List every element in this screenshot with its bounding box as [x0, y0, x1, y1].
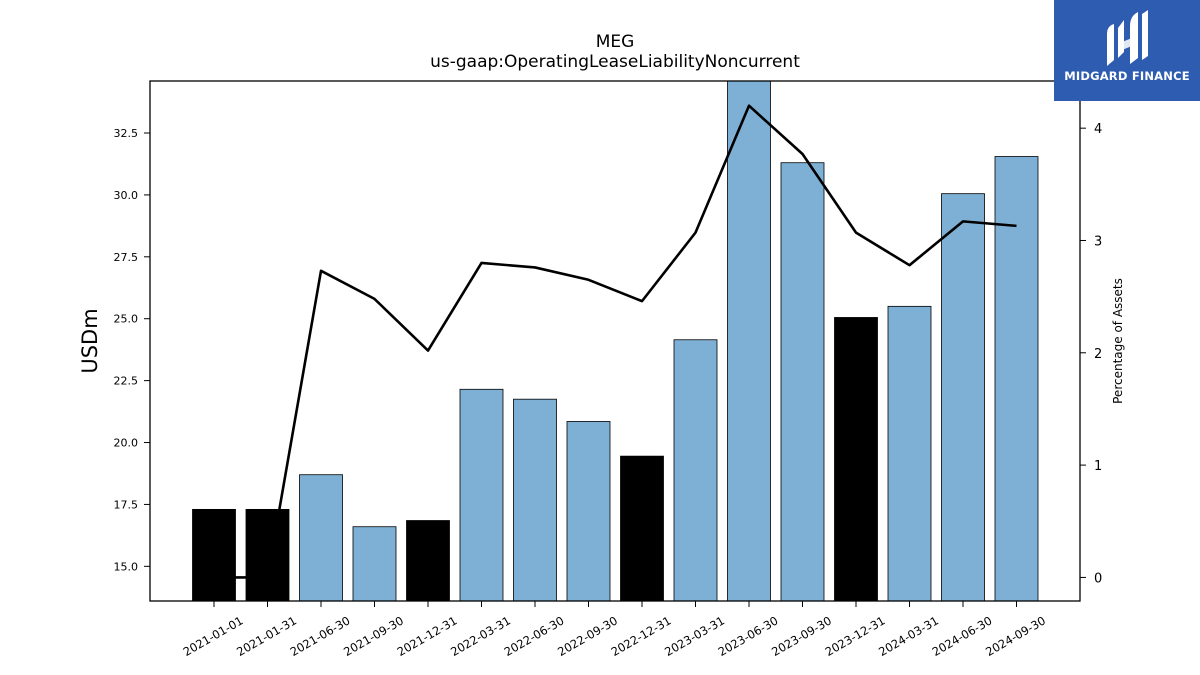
logo-text: MIDGARD FINANCE	[1064, 69, 1190, 83]
x-tick-label: 2023-03-31	[662, 613, 727, 659]
bar-2022-12-31	[620, 455, 664, 602]
bar-2024-09-30	[994, 156, 1039, 602]
x-tick-label: 2021-01-01	[181, 613, 246, 659]
y2-axis-label: Percentage of Assets	[1111, 278, 1125, 404]
y-axis-left: 15.0 17.5 20.0 22.5 25.0 27.5 30.0 32.5	[114, 127, 150, 573]
y-tick-label: 27.5	[114, 251, 139, 264]
x-tick-label: 2021-06-30	[288, 613, 353, 659]
bar-2022-06-30	[513, 398, 557, 602]
y-tick-label: 32.5	[114, 127, 139, 140]
y-tick-label: 17.5	[114, 498, 139, 511]
x-tick-label: 2021-01-31	[234, 613, 299, 659]
line-series	[214, 104, 1017, 579]
plot-frame	[149, 80, 1081, 602]
logo-mark-icon	[1107, 10, 1148, 66]
y-tick-label: 30.0	[114, 189, 139, 202]
bar-2023-06-30	[727, 80, 771, 602]
x-tick-label: 2023-06-30	[716, 613, 781, 659]
x-axis: 2021-01-012021-01-312021-06-302021-09-30…	[181, 601, 1048, 659]
x-tick-label: 2023-12-31	[823, 613, 888, 659]
y-tick-label: 15.0	[114, 560, 139, 573]
percentage-of-assets-line	[214, 104, 1017, 579]
bar-2024-03-31	[887, 305, 932, 602]
bar-2022-03-31	[459, 388, 504, 602]
y-tick-label: 22.5	[114, 375, 139, 388]
y2-tick-label: 1	[1094, 459, 1102, 474]
bar-series	[192, 80, 1039, 602]
x-tick-label: 2021-12-31	[395, 613, 460, 659]
x-tick-label: 2024-06-30	[930, 613, 995, 659]
bar-2023-03-31	[673, 339, 718, 602]
bar-2021-01-31	[245, 508, 290, 602]
y-tick-label: 20.0	[114, 437, 139, 450]
chart-title: MEG	[595, 32, 635, 52]
x-tick-label: 2024-09-30	[983, 613, 1048, 659]
bar-2023-09-30	[780, 162, 825, 602]
x-tick-label: 2021-09-30	[341, 613, 406, 659]
x-tick-label: 2022-09-30	[555, 613, 620, 659]
y2-tick-label: 2	[1094, 347, 1102, 362]
x-tick-label: 2023-09-30	[769, 613, 834, 659]
bar-2022-09-30	[566, 421, 611, 602]
bar-2021-01-01	[192, 508, 236, 602]
y-axis-right: 0 1 2 3 4	[1080, 122, 1102, 586]
y-tick-label: 25.0	[114, 313, 139, 326]
x-tick-label: 2022-06-30	[502, 613, 567, 659]
x-tick-label: 2022-12-31	[609, 613, 674, 659]
x-tick-label: 2022-03-31	[448, 613, 513, 659]
y2-tick-label: 0	[1094, 571, 1102, 586]
x-tick-label: 2024-03-31	[876, 613, 941, 659]
bar-2023-12-31	[834, 317, 878, 602]
chart-subtitle: us-gaap:OperatingLeaseLiabilityNoncurren…	[430, 52, 800, 72]
bar-2024-06-30	[941, 193, 985, 602]
y2-tick-label: 3	[1094, 234, 1102, 249]
y2-tick-label: 4	[1094, 122, 1102, 137]
bar-2021-06-30	[299, 474, 343, 602]
bar-2021-12-31	[406, 520, 450, 602]
y-axis-label: USDm	[78, 308, 102, 373]
midgard-finance-logo: MIDGARD FINANCE	[1054, 0, 1200, 101]
bar-2021-09-30	[352, 526, 397, 602]
